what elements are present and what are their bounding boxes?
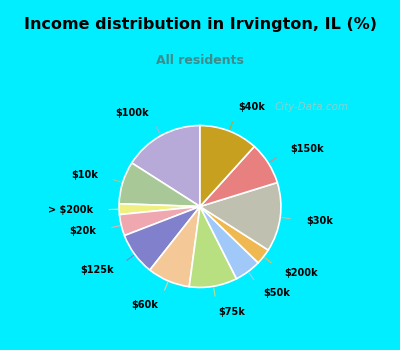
Text: > $200k: > $200k: [48, 205, 93, 215]
Wedge shape: [189, 206, 236, 287]
Wedge shape: [119, 204, 200, 215]
Text: $100k: $100k: [115, 108, 149, 118]
Wedge shape: [200, 206, 268, 263]
Wedge shape: [150, 206, 200, 287]
Wedge shape: [119, 163, 200, 206]
Text: $10k: $10k: [71, 170, 98, 180]
Wedge shape: [132, 126, 200, 206]
Wedge shape: [200, 126, 254, 206]
Wedge shape: [200, 146, 277, 206]
Text: $75k: $75k: [218, 307, 245, 317]
Text: $30k: $30k: [306, 216, 333, 226]
Wedge shape: [200, 206, 258, 279]
Text: $50k: $50k: [263, 287, 290, 298]
Text: $150k: $150k: [290, 144, 324, 154]
Text: $60k: $60k: [132, 300, 158, 310]
Wedge shape: [124, 206, 200, 270]
Text: $200k: $200k: [284, 268, 318, 278]
Wedge shape: [200, 182, 281, 250]
Text: City-Data.com: City-Data.com: [275, 102, 349, 112]
Text: Income distribution in Irvington, IL (%): Income distribution in Irvington, IL (%): [24, 17, 376, 32]
Text: $125k: $125k: [80, 265, 114, 275]
Text: All residents: All residents: [156, 54, 244, 66]
Text: $40k: $40k: [238, 102, 265, 112]
Wedge shape: [120, 206, 200, 236]
Text: $20k: $20k: [69, 226, 96, 236]
